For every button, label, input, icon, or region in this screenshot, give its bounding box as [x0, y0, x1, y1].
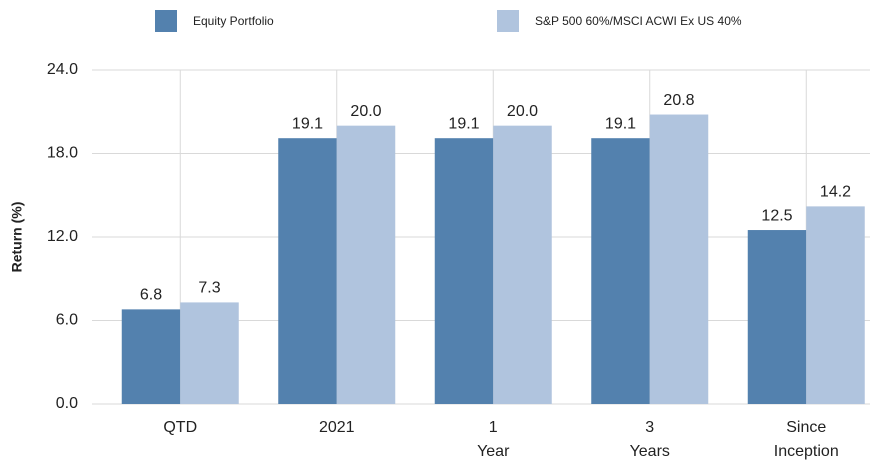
bar — [649, 114, 709, 405]
legend-label: Equity Portfolio — [193, 14, 274, 28]
x-tick-line: Year — [477, 443, 510, 460]
value-label: 6.8 — [140, 287, 162, 304]
bar — [747, 230, 807, 404]
y-tick-label: 12.0 — [47, 228, 78, 245]
value-label: 19.1 — [605, 115, 636, 132]
value-label: 20.0 — [350, 103, 381, 120]
bar — [434, 138, 494, 405]
value-label: 19.1 — [292, 115, 323, 132]
value-label: 20.0 — [507, 103, 538, 120]
bar — [591, 138, 650, 405]
y-tick-label: 6.0 — [56, 312, 78, 329]
x-tick-line: Since — [786, 419, 826, 436]
bar — [493, 125, 552, 405]
x-tick-label: 2021 — [319, 419, 355, 436]
value-label: 20.8 — [663, 92, 694, 109]
legend-swatch — [155, 10, 177, 32]
legend-swatch — [497, 10, 519, 32]
value-label: 14.2 — [820, 184, 851, 201]
value-label: 12.5 — [761, 207, 792, 224]
x-tick-label: Since Inception — [774, 419, 839, 460]
y-tick-label: 0.0 — [56, 395, 78, 412]
bar — [336, 125, 396, 405]
bar — [121, 309, 181, 404]
y-tick-label: 24.0 — [47, 61, 78, 78]
x-tick-line: Inception — [774, 443, 839, 460]
value-label: 7.3 — [198, 280, 220, 297]
value-label: 19.1 — [448, 115, 479, 132]
legend-label: S&P 500 60%/MSCI ACWI Ex US 40% — [535, 14, 742, 28]
x-tick-line: Years — [630, 443, 670, 460]
y-tick-label: 18.0 — [47, 145, 78, 162]
y-axis-title: Return (%) — [9, 202, 25, 273]
x-tick-label: 1 Year — [477, 419, 510, 460]
x-tick-label: 3 Years — [630, 419, 670, 460]
bar — [278, 138, 337, 405]
bar — [180, 302, 239, 404]
x-tick-line: 3 — [645, 419, 654, 436]
x-tick-line: 1 — [489, 419, 498, 436]
x-tick-label: QTD — [163, 419, 197, 436]
bar — [806, 206, 865, 404]
